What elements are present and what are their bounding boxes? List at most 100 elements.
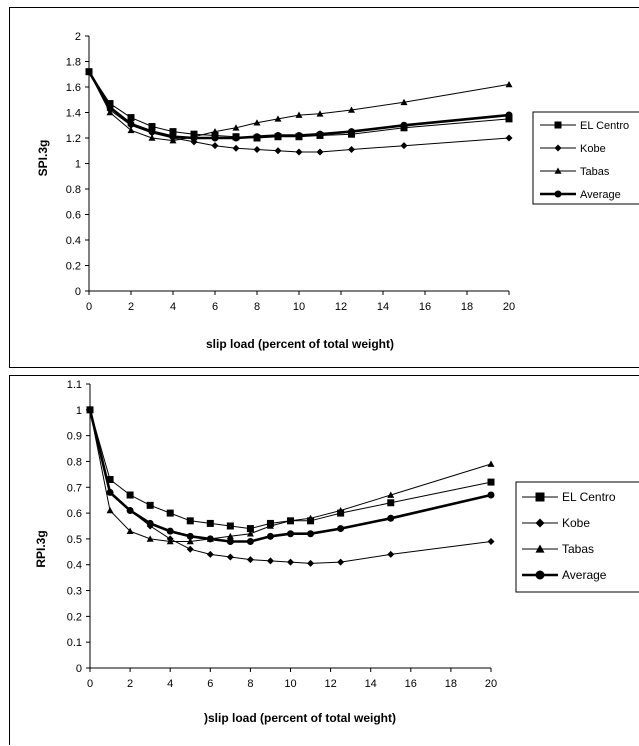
chart-spi-point-tabas xyxy=(295,111,303,118)
chart-spi-legend-box xyxy=(532,111,639,205)
chart-spi-point-average xyxy=(295,131,303,139)
chart-spi-y-tick-label: 0.6 xyxy=(66,210,81,222)
chart-spi-legend-label-tabas: Tabas xyxy=(580,166,610,178)
chart-spi-point-tabas xyxy=(253,119,261,126)
chart-spi-point-kobe xyxy=(316,148,324,156)
chart-spi-x-axis-title: slip load (percent of total weight) xyxy=(206,337,394,351)
chart-spi-point-average xyxy=(400,121,408,129)
chart-rpi-y-tick-label: 1 xyxy=(76,405,82,417)
chart-rpi-x-tick-label: 14 xyxy=(365,678,377,690)
chart-rpi-point-el-centro xyxy=(166,509,174,517)
chart-panel-rpi: 0 0.1 0.2 0.3 0.4 0.5 0.6 0.7 0.8 0.9 1 1.1 0 2 4 6 8 10 1… xyxy=(9,375,639,745)
chart-spi-point-kobe xyxy=(348,145,355,153)
chart-spi-point-average xyxy=(190,134,198,142)
chart-spi-point-average xyxy=(274,131,282,139)
chart-spi-x-tick-label: 16 xyxy=(419,301,431,313)
chart-rpi-y-tick-label: 0.1 xyxy=(67,637,82,649)
chart-spi-y-tick-label: 1 xyxy=(75,159,81,171)
chart-rpi-x-tick-label: 0 xyxy=(87,678,93,690)
chart-rpi-point-el-centro xyxy=(126,491,134,499)
chart-spi-y-tick-label: 0.2 xyxy=(66,261,81,273)
chart-spi-legend-marker-kobe xyxy=(554,144,562,152)
chart-spi-point-kobe xyxy=(505,134,513,142)
chart-spi-point-el-centro xyxy=(127,114,135,122)
chart-rpi: 0 0.1 0.2 0.3 0.4 0.5 0.6 0.7 0.8 0.9 1 1.1 0 2 4 6 8 10 1… xyxy=(34,379,639,725)
chart-rpi-x-tick-label: 2 xyxy=(127,678,133,690)
chart-spi-legend-label-el-centro: EL Centro xyxy=(580,120,629,132)
chart-spi-point-el-centro xyxy=(148,123,156,131)
chart-rpi-y-tick-label: 0 xyxy=(76,663,82,675)
chart-spi-point-average xyxy=(211,134,219,142)
chart-rpi-point-average xyxy=(166,527,174,535)
chart-spi-point-average xyxy=(505,111,513,119)
chart-spi-x-tick-label: 10 xyxy=(293,301,305,313)
chart-rpi-point-el-centro xyxy=(487,478,495,486)
chart-rpi-y-tick-label: 0.7 xyxy=(67,482,82,494)
chart-rpi-x-tick-label: 18 xyxy=(445,678,457,690)
chart-spi-point-kobe xyxy=(232,144,240,152)
chart-rpi-point-el-centro xyxy=(246,525,254,533)
chart-rpi-point-average xyxy=(266,532,274,540)
chart-rpi-point-tabas xyxy=(166,537,174,545)
chart-rpi-point-tabas xyxy=(146,535,154,542)
chart-rpi-x-tick-label: 20 xyxy=(485,678,497,690)
chart-rpi-point-average xyxy=(146,519,154,527)
chart-rpi-y-tick-label: 0.2 xyxy=(67,611,82,623)
chart-rpi-y-tick-label: 0.8 xyxy=(67,456,82,468)
chart-rpi-point-kobe xyxy=(287,558,294,566)
chart-spi-legend-label-average: Average xyxy=(580,189,621,201)
chart-rpi-legend-marker-average xyxy=(535,570,545,580)
chart-rpi-y-tick-label: 0.6 xyxy=(67,508,82,520)
chart-rpi-y-axis-title: RPI.3g xyxy=(34,530,48,567)
chart-rpi-point-kobe xyxy=(307,559,315,567)
chart-spi-x-tick-label: 20 xyxy=(503,301,515,313)
chart-rpi-point-el-centro xyxy=(146,501,154,509)
chart-rpi-legend-label-el-centro: EL Centro xyxy=(562,490,616,504)
chart-rpi-series-line-el-centro xyxy=(89,409,492,530)
chart-spi-point-el-centro xyxy=(106,100,114,108)
chart-rpi-point-kobe xyxy=(487,537,495,545)
chart-spi-point-tabas xyxy=(316,110,324,117)
chart-rpi-legend-label-average: Average xyxy=(562,568,607,582)
chart-rpi-y-tick-label: 0.4 xyxy=(67,560,82,572)
chart-rpi-point-tabas xyxy=(387,491,395,498)
chart-rpi-point-tabas xyxy=(246,530,254,537)
chart-rpi-axes: 0 0.1 0.2 0.3 0.4 0.5 0.6 0.7 0.8 0.9 1 1.1 0 2 4 6 8 10 1… xyxy=(67,379,497,690)
chart-rpi-point-average xyxy=(287,530,294,538)
chart-spi-point-average xyxy=(253,133,261,141)
chart-spi-point-average xyxy=(106,103,114,111)
chart-spi-y-tick-label: 0.8 xyxy=(66,184,81,196)
chart-spi-point-kobe xyxy=(211,142,219,150)
chart-rpi-point-tabas xyxy=(307,514,315,522)
chart-rpi-point-average xyxy=(106,488,114,496)
chart-rpi-point-average xyxy=(186,532,194,540)
chart-rpi-y-tick-label: 0.9 xyxy=(67,431,82,443)
chart-spi-point-average xyxy=(169,133,177,141)
chart-rpi-point-tabas xyxy=(287,517,294,524)
chart-rpi-point-kobe xyxy=(186,545,194,553)
chart-rpi-point-tabas xyxy=(487,460,495,467)
chart-panel-spi: 0 0.2 0.4 0.6 0.8 1 1.2 1.4 1.6 1.8 2 0 2 4 6 8 10 12 14 16… xyxy=(9,7,639,368)
chart-rpi-point-average xyxy=(487,491,495,499)
chart-rpi-point-tabas xyxy=(226,532,234,540)
chart-rpi-point-average xyxy=(86,406,94,414)
chart-spi-point-kobe xyxy=(400,142,408,150)
chart-spi-x-tick-label: 8 xyxy=(254,301,260,313)
chart-rpi-point-average xyxy=(337,525,345,533)
chart-rpi-series-layer xyxy=(86,406,495,567)
chart-rpi-point-average xyxy=(307,530,315,538)
chart-rpi-y-tick-label: 0.5 xyxy=(67,534,82,546)
chart-spi-point-average xyxy=(316,130,324,138)
chart-spi-axes: 00.20.40.60.811.21.41.61.820 2 4 6 8 10 12 14 16… xyxy=(66,31,515,313)
chart-spi-legend: EL Centro Kobe Tabas Average xyxy=(532,111,639,205)
chart-rpi-legend-label-kobe: Kobe xyxy=(562,516,590,530)
chart-rpi-point-tabas xyxy=(106,507,114,514)
chart-spi-point-tabas xyxy=(274,115,282,122)
chart-rpi-x-tick-label: 12 xyxy=(324,678,336,690)
chart-rpi-point-el-centro xyxy=(226,522,234,530)
chart-spi-y-tick-label: 1.8 xyxy=(66,57,81,69)
chart-rpi-point-el-centro xyxy=(387,499,395,507)
chart-rpi-point-average xyxy=(226,537,234,545)
chart-spi-y-tick-label: 2 xyxy=(75,31,81,43)
chart-spi-y-tick-label: 0.4 xyxy=(66,235,81,247)
